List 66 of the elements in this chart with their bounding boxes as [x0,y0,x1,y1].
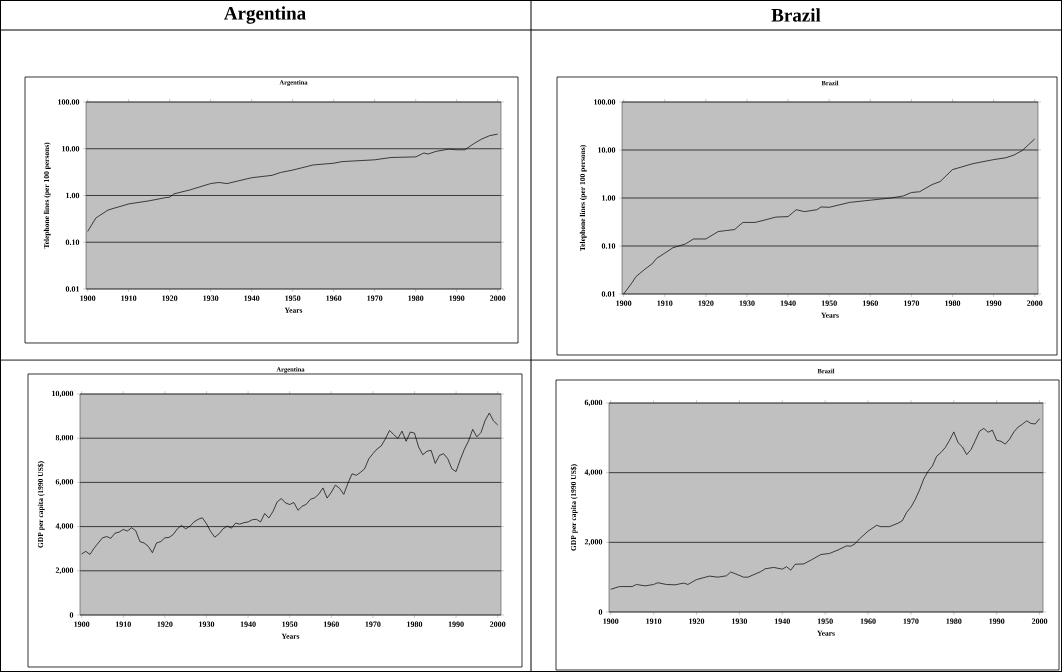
x-tick-label: 1930 [199,621,215,627]
x-tick-label: 1960 [326,295,342,301]
x-tick-label: 1960 [323,621,339,627]
x-tick-label: 1980 [408,295,424,301]
y-tick-label: 0 [69,612,74,618]
x-tick-label: 1920 [689,618,705,624]
y-tick-label: 8,000 [55,434,74,442]
x-tick-label: 1940 [244,295,260,301]
y-tick-label: 0.10 [65,239,80,245]
x-tick-label: 1980 [407,621,423,627]
x-tick-label: 1980 [945,300,961,306]
text: Brazil [771,8,821,22]
x-tick-label: 1940 [774,618,790,624]
x-tick-label: 1960 [862,300,878,306]
y-tick-label: 4,000 [584,469,603,476]
text: Argentina [224,6,306,24]
y-tick-label: 6,000 [584,399,603,407]
y-tick-label: 10.00 [598,147,616,153]
x-tick-label: 1900 [603,618,619,624]
y-tick-label: 0.01 [65,286,80,292]
x-tick-label: 1910 [657,300,673,306]
x-tick-label: 1980 [946,618,962,624]
x-tick-label: 1950 [285,295,301,301]
x-tick-label: 1960 [860,618,876,624]
x-tick-label: 1900 [80,295,96,301]
x-tick-label: 1930 [203,295,219,301]
x-tick-label: 2000 [490,621,506,627]
x-tick-label: 1950 [821,300,837,306]
y-tick-label: 2,000 [55,567,74,575]
x-tick-label: 1910 [646,618,662,624]
y-tick-label: 10.00 [62,146,80,152]
x-tick-label: 1900 [616,300,632,306]
x-tick-label: 2000 [1027,300,1043,306]
x-tick-label: 1940 [240,621,256,627]
y-tick-label: 1.00 [602,195,616,201]
y-tick-label: 2,000 [584,539,603,546]
x-tick-label: 1970 [367,295,383,301]
x-tick-label: 1910 [115,621,131,627]
x-tick-label: 1950 [817,618,833,624]
y-tick-label: 4,000 [55,523,74,530]
y-tick-label: 100.00 [58,99,80,105]
y-tick-label: 6,000 [55,479,74,486]
x-tick-label: 1990 [449,295,465,301]
x-tick-label: 1950 [282,621,298,627]
x-tick-label: 2000 [1031,618,1048,624]
x-tick-label: 1940 [780,300,796,306]
y-tick-label: 10,000 [52,390,74,398]
x-tick-label: 1930 [739,300,755,306]
x-tick-label: 1910 [121,295,137,301]
y-tick-label: 100.00 [594,99,616,105]
x-tick-label: 1920 [157,621,173,627]
x-tick-label: 1970 [365,621,381,627]
x-tick-label: 1920 [162,295,178,301]
x-tick-label: 1990 [986,300,1002,306]
x-tick-label: 1970 [904,300,920,306]
y-tick-label: 1.00 [66,192,80,199]
x-tick-label: 1970 [903,618,919,624]
x-tick-label: 1900 [74,621,90,627]
y-tick-label: 0.10 [601,243,616,249]
x-tick-label: 2000 [490,295,506,301]
x-tick-label: 1930 [732,618,748,624]
x-tick-label: 1920 [698,300,714,306]
y-tick-label: 0.01 [601,291,616,297]
x-tick-label: 1990 [448,621,464,627]
y-tick-label: 0 [598,609,603,615]
x-tick-label: 1990 [989,618,1005,624]
